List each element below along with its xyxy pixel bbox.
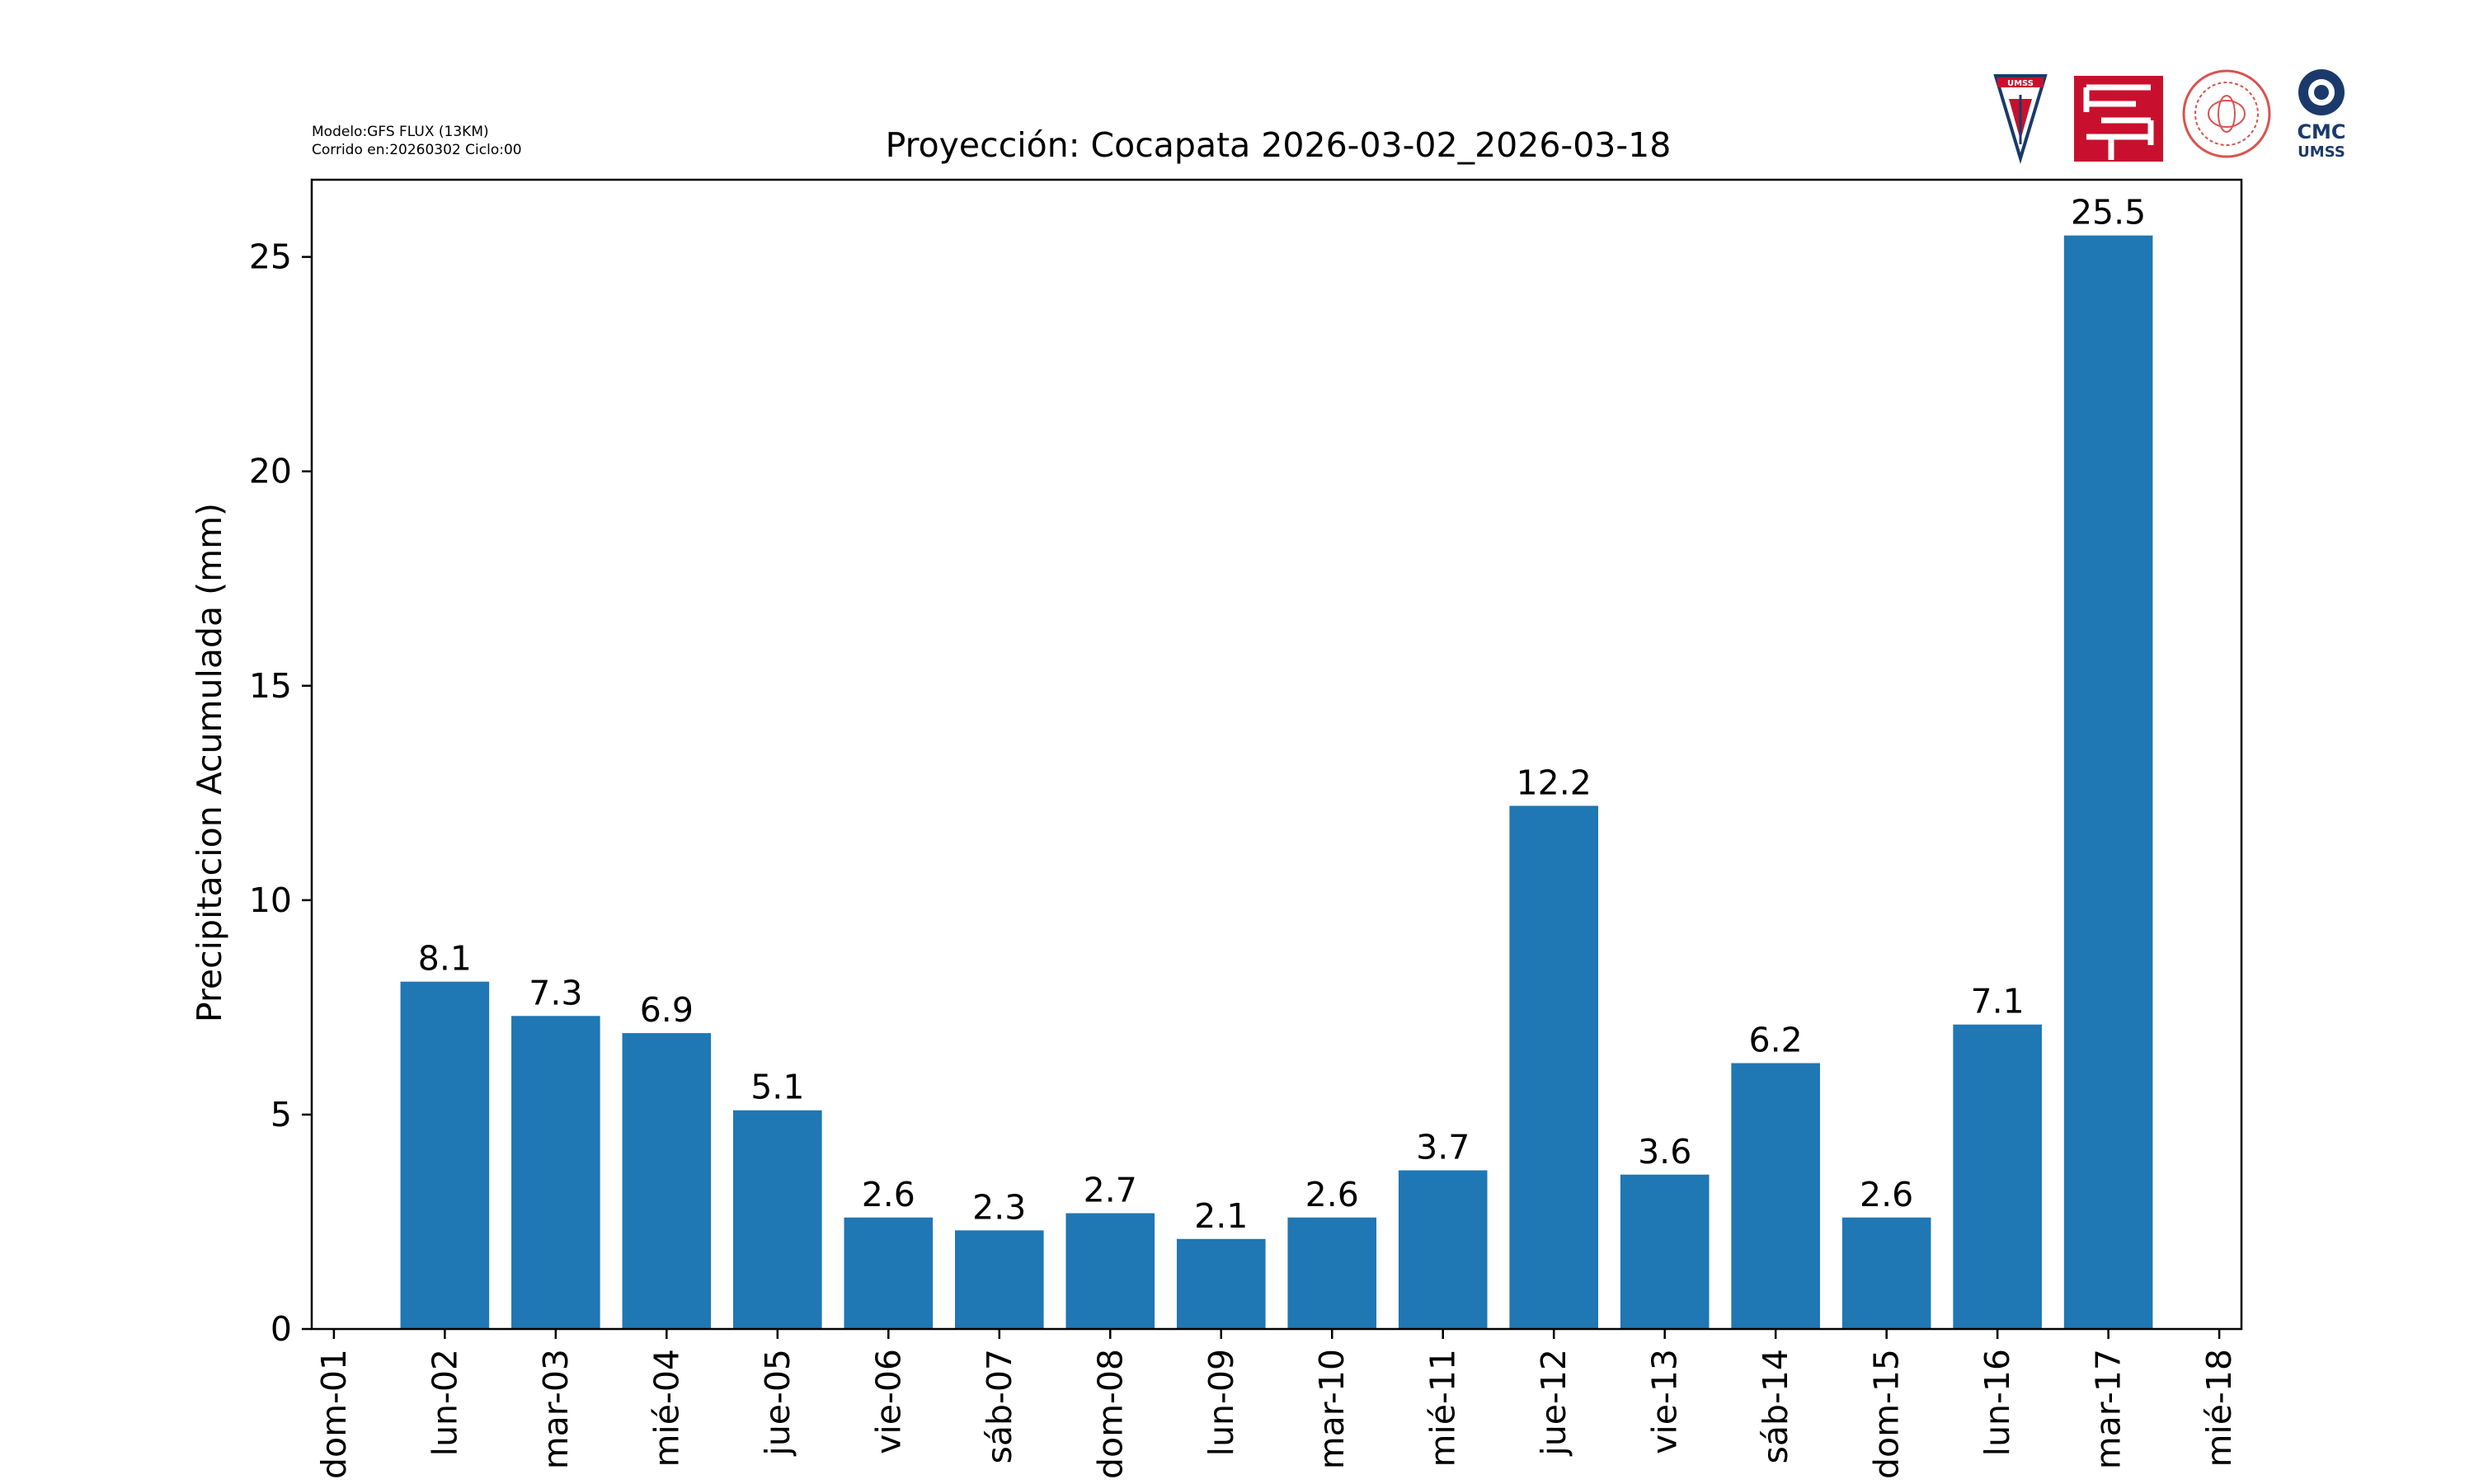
cmc-logo-subtext: UMSS [2298,143,2345,161]
x-axis: dom-01 lun-02 mar-03 mié-04 jue-05 vie-06 sáb-… [314,1329,2239,1479]
bar-dom-15 [1841,1217,1931,1329]
physics-department-seal [2182,69,2271,158]
bar-value-label: 8.1 [418,939,472,979]
x-tick-label: mié-11 [1423,1349,1463,1468]
bar-sáb-14 [1731,1063,1820,1329]
bar-value-label: 2.6 [862,1175,915,1214]
bar-value-labels-layer: 8.1 7.3 6.9 5.1 2.6 2.3 2.7 2.1 2.6 3.7 12.2 3.6 6.2… [418,193,2146,1236]
bar-value-label: 6.9 [640,990,694,1030]
x-tick-label: jue-05 [758,1349,797,1457]
plot-frame [310,178,2243,1331]
y-tick-label: 15 [249,666,292,706]
bar-value-label: 7.1 [1971,982,2025,1021]
bar-value-label: 12.2 [1517,763,1592,802]
x-tick-label: mar-03 [536,1349,576,1469]
bar-value-label: 6.2 [1749,1021,1803,1060]
y-tick-label: 25 [249,237,292,277]
bar-mié-11 [1398,1170,1488,1329]
model-info-line-1: Modelo:GFS FLUX (13KM) [312,124,489,140]
bars-layer [400,235,2153,1329]
x-tick-label: mar-10 [1312,1349,1352,1469]
x-tick-label: sáb-14 [1756,1349,1795,1463]
bar-jue-12 [1509,805,1598,1329]
x-tick-label: mié-04 [647,1349,686,1468]
bar-mié-04 [622,1033,712,1329]
y-tick-label: 5 [270,1095,292,1134]
bar-mar-03 [511,1016,600,1329]
x-tick-label: dom-15 [1867,1349,1907,1479]
y-tick-label: 10 [249,881,292,920]
bar-value-label: 3.6 [1638,1132,1691,1172]
bar-value-label: 3.7 [1416,1128,1470,1167]
x-tick-label: vie-13 [1645,1349,1685,1454]
bar-value-label: 7.3 [529,973,582,1012]
x-tick-label: lun-02 [425,1349,464,1456]
faculty-logo [2074,76,2163,162]
bar-lun-16 [1953,1024,2042,1329]
y-tick-label: 0 [270,1309,292,1349]
y-axis: 0 5 10 15 20 25 [249,237,312,1349]
bar-lun-02 [400,981,490,1329]
institution-logos: UMSS CMC UMSS [1993,69,2346,164]
bar-value-label: 2.3 [972,1187,1026,1227]
bar-value-label: 2.7 [1084,1171,1137,1210]
x-tick-label: lun-16 [1978,1349,2017,1456]
bar-jue-05 [733,1110,822,1329]
bar-mar-17 [2063,235,2153,1329]
x-tick-label: jue-12 [1534,1349,1573,1457]
bar-value-label: 25.5 [2071,193,2146,232]
x-tick-label: mié-18 [2199,1349,2239,1468]
bar-value-label: 2.1 [1194,1196,1248,1236]
bar-value-label: 2.6 [1860,1175,1913,1214]
bar-dom-08 [1065,1213,1155,1329]
cmc-logo-text: CMC [2297,120,2345,143]
bar-vie-13 [1620,1174,1710,1329]
bar-value-label: 2.6 [1305,1175,1359,1214]
model-info-line-2: Corrido en:20260302 Ciclo:00 [312,142,522,158]
bar-value-label: 5.1 [750,1068,804,1107]
chart-title: Proyección: Cocapata 2026-03-02_2026-03-… [886,125,1672,165]
umss-shield-logo: UMSS [1993,74,2048,164]
umss-logo-text: UMSS [2007,79,2034,88]
bar-lun-09 [1176,1238,1266,1329]
bar-sáb-07 [955,1230,1044,1329]
cmc-umss-logo: CMC UMSS [2297,69,2346,161]
y-axis-label: Precipitacion Acumulada (mm) [190,503,229,1022]
x-tick-label: dom-08 [1090,1349,1130,1479]
y-tick-label: 20 [249,452,292,491]
bar-mar-10 [1287,1217,1377,1329]
x-tick-label: mar-17 [2089,1349,2128,1469]
x-tick-label: lun-09 [1202,1349,1241,1456]
x-tick-label: dom-01 [314,1349,354,1479]
x-tick-label: sáb-07 [980,1349,1019,1463]
x-tick-label: vie-06 [868,1349,908,1454]
bar-vie-06 [844,1217,934,1329]
